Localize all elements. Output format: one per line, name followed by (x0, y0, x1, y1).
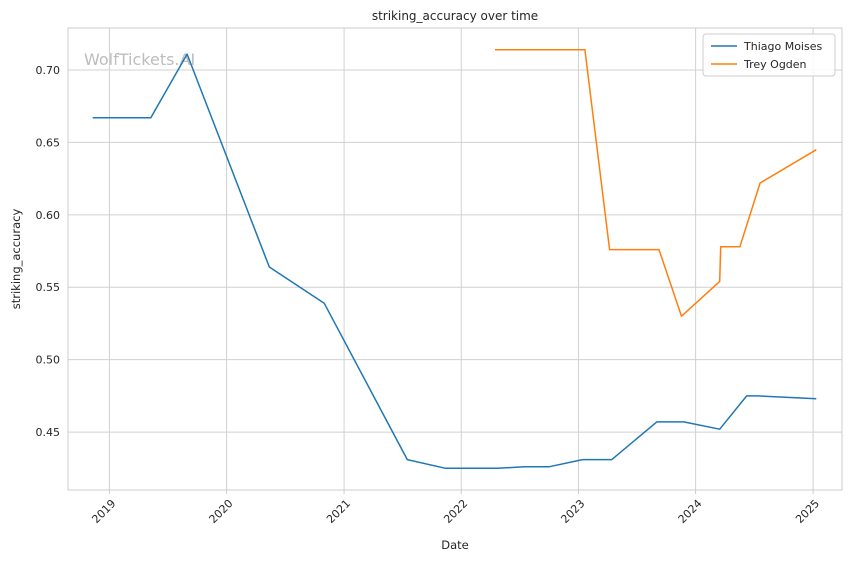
data-point-trey-ogden-1 (582, 47, 587, 52)
data-point-trey-ogden-0 (492, 47, 497, 52)
legend-label-trey-ogden: Trey Ogden (743, 58, 807, 71)
data-point-thiago-moises-0 (90, 115, 95, 120)
data-point-trey-ogden-6 (718, 244, 723, 249)
y-tick-label-0.70: 0.70 (36, 64, 61, 77)
data-point-thiago-moises-3 (267, 264, 272, 269)
data-point-trey-ogden-5 (717, 279, 722, 284)
data-point-thiago-moises-4 (322, 301, 327, 306)
data-point-thiago-moises-8 (522, 464, 527, 469)
plot-frame (67, 27, 843, 491)
data-point-trey-ogden-3 (657, 247, 662, 252)
data-point-thiago-moises-7 (495, 466, 500, 471)
data-point-thiago-moises-17 (814, 396, 819, 401)
data-point-thiago-moises-2 (185, 52, 190, 57)
data-point-trey-ogden-7 (737, 244, 742, 249)
data-point-thiago-moises-10 (580, 457, 585, 462)
x-axis-label: Date (441, 538, 469, 552)
y-tick-label-0.45: 0.45 (36, 426, 61, 439)
y-tick-label-0.50: 0.50 (36, 354, 61, 367)
data-point-thiago-moises-15 (744, 393, 749, 398)
data-point-thiago-moises-16 (755, 393, 760, 398)
data-point-thiago-moises-1 (148, 115, 153, 120)
chart-title: striking_accuracy over time (372, 9, 538, 23)
data-point-trey-ogden-9 (814, 147, 819, 152)
series-layer (90, 47, 819, 471)
data-point-thiago-moises-9 (546, 464, 551, 469)
data-point-thiago-moises-5 (405, 457, 410, 462)
data-point-thiago-moises-14 (717, 427, 722, 432)
series-line-thiago-moises (92, 53, 817, 470)
watermark: WolfTickets.AI (84, 50, 195, 69)
data-point-thiago-moises-6 (443, 466, 448, 471)
y-tick-label-0.60: 0.60 (36, 209, 61, 222)
legend-box (702, 33, 836, 77)
legend-label-thiago-moises: Thiago Moises (743, 40, 822, 53)
legend: Thiago Moises Trey Ogden (702, 33, 836, 77)
data-point-thiago-moises-12 (654, 419, 659, 424)
y-tick-label-0.55: 0.55 (36, 281, 61, 294)
data-point-thiago-moises-13 (681, 419, 686, 424)
y-axis-ticks: 0.45 0.50 0.55 0.60 0.65 0.70 (36, 64, 61, 439)
series-line-trey-ogden (495, 48, 817, 317)
y-axis-label: striking_accuracy (9, 209, 23, 310)
data-point-trey-ogden-2 (607, 247, 612, 252)
y-tick-label-0.65: 0.65 (36, 136, 61, 149)
data-point-trey-ogden-8 (758, 180, 763, 185)
data-point-trey-ogden-4 (679, 314, 684, 319)
data-point-thiago-moises-11 (609, 457, 614, 462)
